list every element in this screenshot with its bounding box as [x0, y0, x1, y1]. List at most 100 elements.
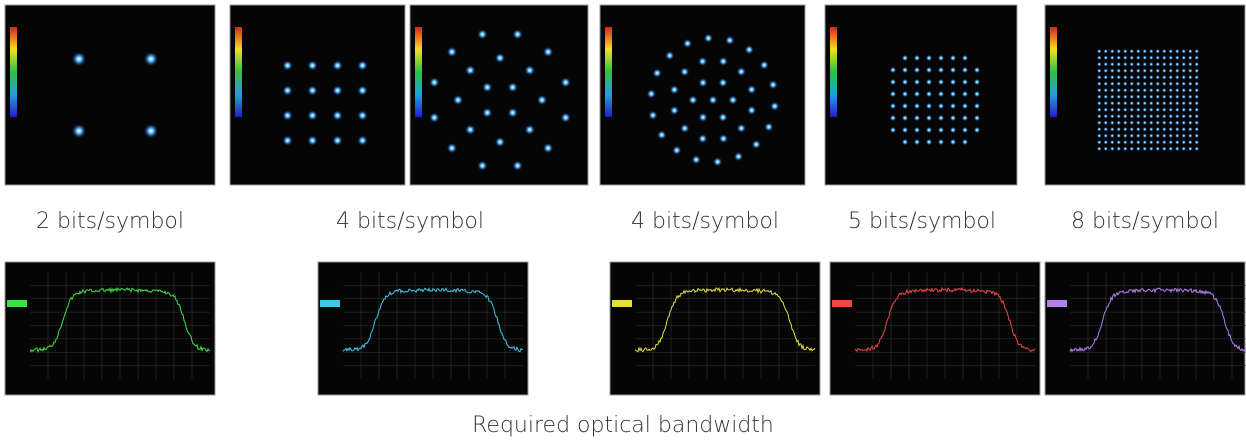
color-bar	[415, 27, 422, 117]
symbol-dot	[1123, 55, 1128, 60]
symbol-dot	[1175, 114, 1180, 119]
symbol-dot	[1149, 120, 1154, 125]
symbol-dot	[1136, 55, 1141, 60]
symbol-dot	[1103, 107, 1108, 112]
symbol-dot	[1103, 120, 1108, 125]
symbol-dot	[1162, 120, 1167, 125]
symbol-dot	[1155, 55, 1160, 60]
symbol-dot	[358, 136, 368, 146]
symbol-dot	[1168, 140, 1173, 145]
symbol-dot	[1168, 107, 1173, 112]
symbol-dot	[1175, 68, 1180, 73]
symbol-dot	[962, 79, 968, 85]
symbol-dot	[1175, 81, 1180, 86]
symbol-dot	[429, 113, 439, 123]
symbol-dot	[1110, 107, 1115, 112]
symbol-dot	[680, 124, 689, 133]
symbol-dot	[1175, 146, 1180, 151]
symbol-dot	[950, 79, 956, 85]
symbol-dot	[1155, 81, 1160, 86]
caption: Required optical bandwidth	[472, 413, 774, 438]
symbol-dot	[1168, 101, 1173, 106]
symbol-dot	[890, 127, 896, 133]
symbol-dot	[1188, 120, 1193, 125]
symbol-dot	[1116, 94, 1121, 99]
symbol-dot	[1136, 75, 1141, 80]
symbol-dot	[648, 111, 657, 120]
symbol-dot	[1162, 127, 1167, 132]
symbol-dot	[962, 103, 968, 109]
constellation-label: 4 bits/symbol	[631, 209, 779, 234]
symbol-dot	[926, 115, 932, 121]
symbol-dot	[1123, 88, 1128, 93]
symbol-dot	[482, 82, 492, 92]
symbol-dot	[1188, 140, 1193, 145]
color-bar	[10, 27, 17, 117]
symbol-dot	[914, 103, 920, 109]
symbol-dot	[926, 79, 932, 85]
symbol-dot	[358, 61, 368, 71]
symbol-dot	[1168, 127, 1173, 132]
symbol-dot	[1181, 114, 1186, 119]
symbol-dot	[1123, 101, 1128, 106]
symbol-dot	[1149, 88, 1154, 93]
symbol-dot	[1116, 68, 1121, 73]
symbol-dot	[1175, 107, 1180, 112]
symbol-dot	[283, 86, 293, 96]
symbol-dot	[890, 67, 896, 73]
symbol-dot	[1142, 94, 1147, 99]
symbol-dot	[902, 115, 908, 121]
symbol-dot	[1129, 127, 1134, 132]
symbol-dot	[1110, 133, 1115, 138]
symbol-dot	[769, 80, 778, 89]
symbol-dot	[1188, 133, 1193, 138]
symbol-dot	[938, 103, 944, 109]
symbol-dot	[537, 95, 547, 105]
symbol-dot	[926, 103, 932, 109]
symbol-dot	[974, 91, 980, 97]
symbol-dot	[719, 134, 728, 143]
symbol-dot	[902, 127, 908, 133]
symbol-dot	[1116, 107, 1121, 112]
symbol-dot	[1123, 81, 1128, 86]
symbol-dot	[1129, 88, 1134, 93]
symbol-dot	[1142, 55, 1147, 60]
symbol-dot	[1188, 75, 1193, 80]
symbol-dot	[72, 124, 86, 138]
symbol-dot	[1168, 55, 1173, 60]
symbol-dot	[1116, 75, 1121, 80]
spectrum-screen	[1045, 262, 1245, 395]
symbol-dot	[1110, 146, 1115, 151]
symbol-dot	[1097, 120, 1102, 125]
symbol-dot	[653, 69, 662, 78]
symbol-dot	[1110, 55, 1115, 60]
symbol-dot	[144, 124, 158, 138]
symbol-dot	[1181, 120, 1186, 125]
symbol-dot	[1194, 49, 1199, 54]
symbol-dot	[1103, 140, 1108, 145]
symbol-dot	[698, 134, 707, 143]
symbol-dot	[1103, 62, 1108, 67]
symbol-dot	[1123, 49, 1128, 54]
symbol-dot	[1194, 88, 1199, 93]
symbol-dot	[1155, 49, 1160, 54]
screen	[230, 5, 405, 185]
symbol-dot	[926, 127, 932, 133]
symbol-dot	[1103, 133, 1108, 138]
symbol-dot	[1103, 88, 1108, 93]
symbol-dot	[1136, 120, 1141, 125]
symbol-dot	[283, 136, 293, 146]
symbol-dot	[1149, 81, 1154, 86]
symbol-dot	[1175, 62, 1180, 67]
symbol-dot	[1155, 68, 1160, 73]
symbol-dot	[1097, 88, 1102, 93]
symbol-dot	[1129, 101, 1134, 106]
symbol-dot	[1116, 49, 1121, 54]
symbol-dot	[683, 39, 692, 48]
symbol-dot	[1129, 133, 1134, 138]
symbol-dot	[1175, 127, 1180, 132]
symbol-dot	[962, 55, 968, 61]
symbol-dot	[1188, 114, 1193, 119]
symbol-dot	[1123, 107, 1128, 112]
symbol-dot	[1181, 75, 1186, 80]
